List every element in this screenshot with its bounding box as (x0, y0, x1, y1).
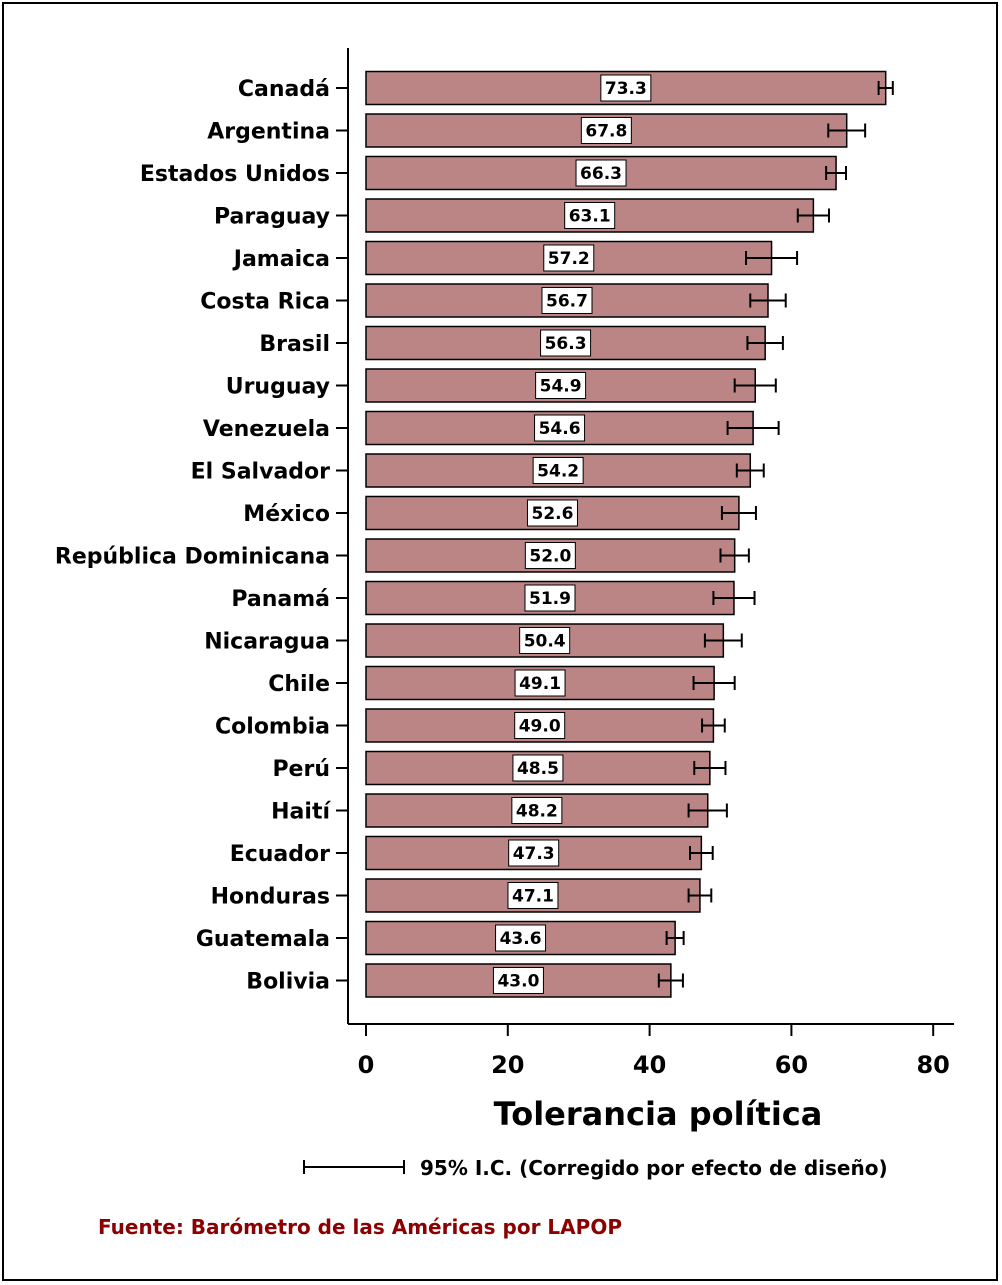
category-label: Paraguay (214, 205, 330, 230)
value-label-box (514, 669, 566, 697)
value-label-box (543, 244, 595, 272)
category-label: Uruguay (226, 375, 330, 400)
value-label-box (600, 74, 652, 102)
category-label: Jamaica (232, 247, 330, 272)
value-label: 43.0 (497, 972, 539, 992)
category-label: Panamá (231, 587, 330, 612)
legend-text: 95% I.C. (Corregido por efecto de diseño… (420, 1156, 888, 1180)
x-tick-label: 80 (916, 1051, 949, 1079)
value-label-box (507, 882, 559, 909)
value-label-box (524, 584, 576, 612)
category-label: Canadá (238, 77, 330, 102)
value-label: 43.6 (500, 929, 542, 949)
value-label: 54.9 (540, 377, 582, 397)
bars-group: 73.3 67.8 66.3 63.1 57.2 56.7 56.3 54.9 54.6 54.2… (365, 70, 894, 998)
value-label: 48.2 (516, 802, 558, 822)
category-label: Chile (268, 672, 330, 697)
source-note: Fuente: Barómetro de las Américas por LA… (98, 1215, 622, 1239)
value-label-box (575, 159, 627, 187)
value-label-box (508, 839, 560, 867)
value-label-box (580, 117, 632, 144)
value-label-box (524, 542, 576, 569)
value-label: 51.9 (529, 589, 571, 609)
value-label: 49.1 (519, 674, 561, 694)
value-label: 54.6 (539, 419, 581, 439)
category-label: Argentina (207, 120, 330, 145)
category-label: México (243, 502, 330, 527)
x-tick-label: 60 (775, 1051, 808, 1079)
category-label: Bolivia (246, 970, 330, 995)
value-label: 47.3 (513, 844, 555, 864)
category-label: Costa Rica (200, 290, 330, 315)
value-label: 48.5 (517, 759, 559, 779)
value-label: 73.3 (605, 79, 647, 99)
value-label-box (519, 627, 571, 654)
value-label: 66.3 (580, 164, 622, 184)
category-label: República Dominicana (55, 545, 330, 570)
value-label-box (526, 499, 578, 527)
value-label: 54.2 (537, 462, 579, 482)
value-label-box (511, 797, 563, 824)
value-label: 56.3 (545, 334, 587, 354)
category-label: Venezuela (203, 417, 330, 442)
category-label: Haití (271, 800, 331, 825)
category-label: Ecuador (230, 842, 330, 867)
x-tick-label: 0 (358, 1051, 375, 1079)
value-label: 63.1 (569, 207, 611, 227)
value-label-box (495, 924, 547, 952)
value-label: 57.2 (548, 249, 590, 269)
category-label: Guatemala (196, 927, 330, 952)
bar-chart: 0 20 40 60 80 Canadá Argentina Estados Unidos Pa… (55, 48, 954, 1239)
category-label: Estados Unidos (140, 162, 330, 187)
value-label-box (540, 329, 592, 357)
value-label: 49.0 (519, 717, 561, 737)
value-label-box (532, 457, 584, 484)
value-label-box (534, 414, 586, 442)
value-label: 52.6 (531, 504, 573, 524)
category-label: Nicaragua (204, 630, 330, 655)
category-label: Honduras (211, 885, 330, 910)
value-label-box (514, 712, 566, 739)
value-label: 56.7 (546, 292, 588, 312)
x-tick-label: 40 (633, 1051, 666, 1079)
value-label-box (535, 372, 587, 399)
category-label: Perú (272, 757, 330, 782)
category-label: Colombia (215, 715, 330, 740)
value-label-box (512, 754, 564, 782)
value-label: 52.0 (529, 547, 571, 567)
value-label-box (564, 202, 616, 229)
x-tick-label: 20 (491, 1051, 524, 1079)
value-label: 67.8 (585, 122, 627, 142)
category-label: El Salvador (191, 460, 331, 485)
value-label: 47.1 (512, 887, 554, 907)
x-axis-title: Tolerancia política (494, 1095, 823, 1133)
value-label-box (541, 287, 593, 314)
category-label: Brasil (259, 332, 330, 357)
axes: 0 20 40 60 80 Canadá Argentina Estados Unidos Pa… (55, 48, 954, 1079)
value-label: 50.4 (524, 632, 566, 652)
legend: 95% I.C. (Corregido por efecto de diseño… (303, 1156, 888, 1180)
value-label-box (492, 967, 544, 994)
